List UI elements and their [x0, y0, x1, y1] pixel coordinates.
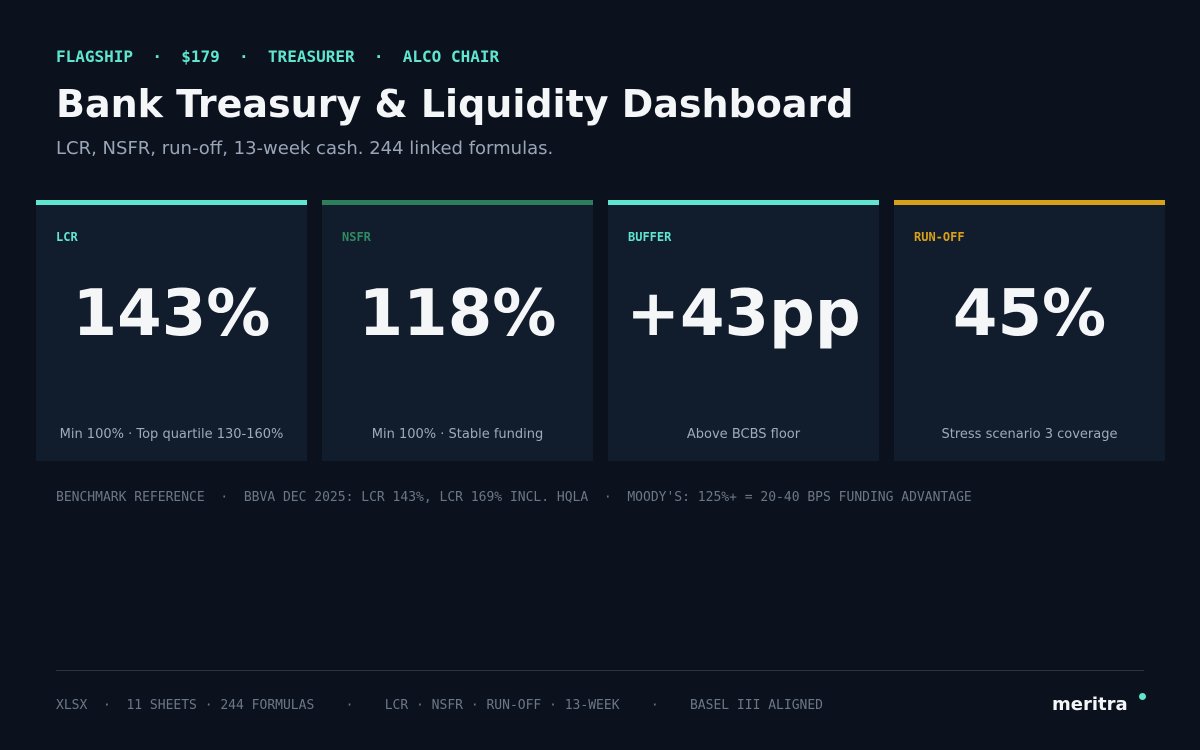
- footer-text: XLSX · 11 SHEETS · 244 FORMULAS · LCR · …: [56, 698, 824, 713]
- divider: [56, 670, 1144, 671]
- card-note: Above BCBS floor: [686, 427, 801, 442]
- card-label: NSFR: [342, 230, 371, 244]
- card-note: Min 100% · Top quartile 130-160%: [59, 427, 284, 442]
- card-label: BUFFER: [628, 230, 672, 244]
- benchmark-note: BENCHMARK REFERENCE · BBVA DEC 2025: LCR…: [56, 490, 972, 505]
- metric-card: NSFR 118% Min 100% · Stable funding: [322, 200, 593, 461]
- title: Bank Treasury & Liquidity Dashboard: [56, 82, 854, 126]
- metric-card: LCR 143% Min 100% · Top quartile 130-160…: [36, 200, 307, 461]
- metric-card: BUFFER +43pp Above BCBS floor: [608, 200, 879, 461]
- card-value: +43pp: [626, 277, 861, 351]
- brand-logo: meritra: [1052, 694, 1128, 715]
- eyebrow: FLAGSHIP · $179 · TREASURER · ALCO CHAIR: [56, 47, 500, 66]
- card-value: 143%: [72, 277, 271, 351]
- brand-dot: [1139, 693, 1146, 700]
- subtitle: LCR, NSFR, run-off, 13-week cash. 244 li…: [56, 138, 554, 159]
- card-note: Min 100% · Stable funding: [371, 427, 544, 442]
- card-label: LCR: [56, 230, 78, 244]
- card-label: RUN-OFF: [914, 230, 965, 244]
- card-note: Stress scenario 3 coverage: [941, 427, 1118, 442]
- metric-card: RUN-OFF 45% Stress scenario 3 coverage: [894, 200, 1165, 461]
- card-value: 118%: [358, 277, 557, 351]
- card-value: 45%: [952, 277, 1107, 351]
